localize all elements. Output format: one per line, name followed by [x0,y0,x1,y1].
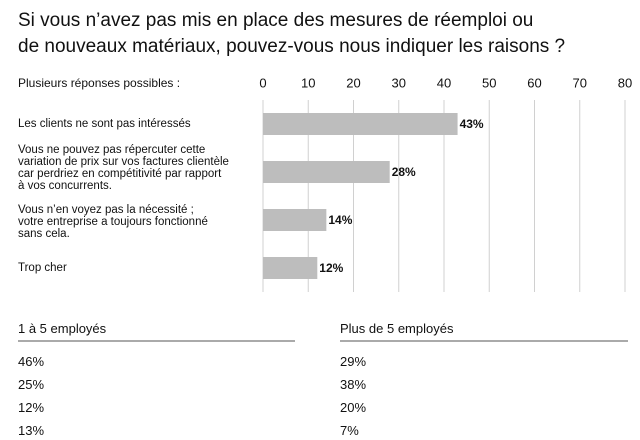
category-label: Les clients ne sont pas intéressés [18,118,191,130]
x-tick-label: 0 [259,75,266,90]
bar [263,161,390,183]
x-tick-label: 80 [618,75,632,90]
table-header: Plus de 5 employés [340,321,454,336]
category-label: Trop cher [18,262,67,274]
table-cell: 25% [18,377,45,392]
x-tick-label: 10 [301,75,315,90]
bar [263,257,318,279]
x-tick-label: 50 [482,75,496,90]
bar [263,209,327,231]
x-tick-label: 60 [527,75,541,90]
axis-label: Plusieurs réponses possibles : [18,76,181,90]
table-cell: 29% [340,354,367,369]
chart-title: Si vous n’avez pas mis en place des mesu… [18,10,566,57]
value-label: 28% [392,165,416,179]
value-label: 12% [319,261,343,275]
category-label: Vous n’en voyez pas la nécessité ; votre… [18,204,208,240]
table-header: 1 à 5 employés [18,321,107,336]
table-cell: 46% [18,354,45,369]
table-cell: 38% [340,377,367,392]
x-tick-label: 70 [573,75,587,90]
x-tick-label: 20 [346,75,360,90]
table-cell: 20% [340,400,367,415]
category-label: Vous ne pouvez pas répercuter cette vari… [18,144,229,192]
table-cell: 7% [340,423,359,438]
x-tick-label: 40 [437,75,451,90]
bar [263,113,458,135]
value-label: 14% [328,213,352,227]
value-label: 43% [460,117,484,131]
table-cell: 12% [18,400,45,415]
x-tick-label: 30 [392,75,406,90]
table-cell: 13% [18,423,45,438]
